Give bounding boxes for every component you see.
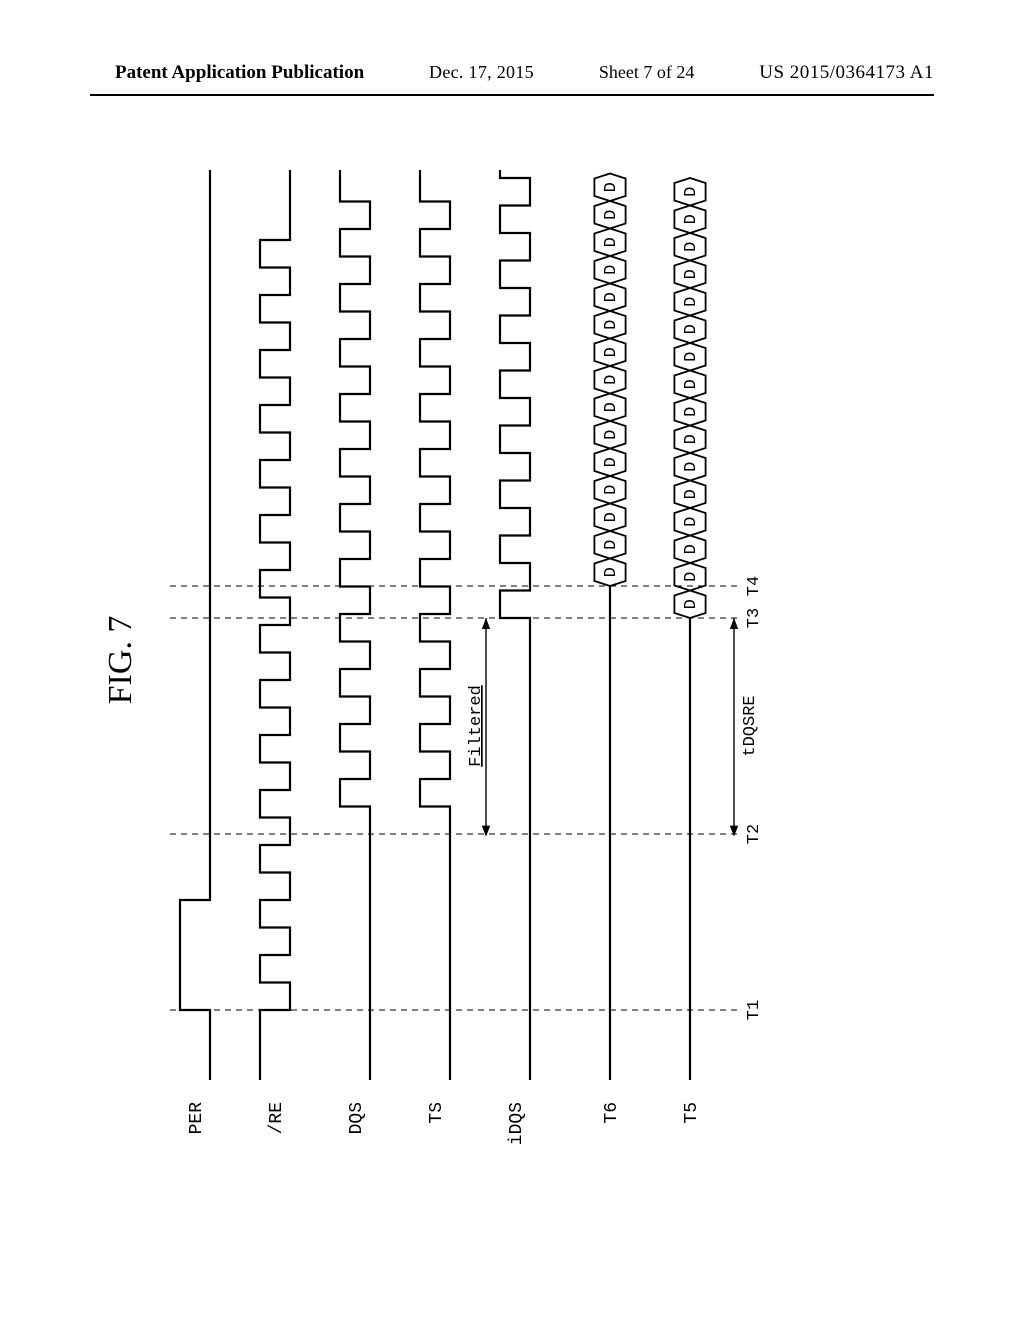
publication-date: Dec. 17, 2015	[429, 62, 534, 84]
svg-text:D: D	[682, 352, 701, 362]
svg-text:D: D	[602, 292, 621, 302]
svg-text:D: D	[682, 214, 701, 224]
svg-text:D: D	[602, 457, 621, 467]
svg-text:D: D	[602, 347, 621, 357]
svg-text:D: D	[602, 210, 621, 220]
svg-text:D: D	[602, 540, 621, 550]
svg-text:D: D	[682, 242, 701, 252]
svg-text:D: D	[682, 572, 701, 582]
svg-text:D: D	[682, 297, 701, 307]
svg-text:T6: T6	[602, 1102, 622, 1124]
svg-text:/RE: /RE	[267, 1102, 287, 1134]
svg-text:D: D	[682, 407, 701, 417]
svg-text:D: D	[682, 599, 701, 609]
svg-text:T3: T3	[745, 608, 764, 628]
publication-label: Patent Application Publication	[115, 62, 364, 84]
svg-text:tDQSRE: tDQSRE	[741, 695, 760, 756]
svg-text:iDQS: iDQS	[507, 1102, 527, 1145]
svg-text:D: D	[682, 324, 701, 334]
svg-text:D: D	[602, 512, 621, 522]
svg-text:D: D	[602, 402, 621, 412]
svg-text:D: D	[682, 434, 701, 444]
svg-text:D: D	[602, 567, 621, 577]
svg-text:Filtered: Filtered	[467, 685, 486, 767]
header-rule	[90, 94, 934, 96]
svg-text:D: D	[682, 269, 701, 279]
figure-title: FIG. 7	[102, 110, 140, 1210]
svg-text:D: D	[602, 430, 621, 440]
svg-text:D: D	[602, 237, 621, 247]
publication-number: US 2015/0364173 A1	[759, 62, 934, 84]
svg-text:D: D	[682, 187, 701, 197]
figure-container: FIG. 7 T1 T2 T3 T4 PER/RE DQS TS iDQS T6 D D D D D D D D…	[102, 110, 922, 1210]
svg-text:D: D	[602, 375, 621, 385]
svg-text:T5: T5	[682, 1102, 702, 1124]
svg-text:D: D	[682, 462, 701, 472]
svg-text:D: D	[682, 489, 701, 499]
svg-text:D: D	[602, 182, 621, 192]
svg-text:D: D	[602, 265, 621, 275]
svg-text:D: D	[602, 485, 621, 495]
svg-text:T4: T4	[745, 576, 764, 596]
page-header: Patent Application Publication Dec. 17, …	[0, 62, 1024, 84]
svg-text:T1: T1	[745, 1000, 764, 1020]
svg-text:T2: T2	[745, 824, 764, 844]
svg-text:TS: TS	[427, 1102, 447, 1124]
svg-text:PER: PER	[187, 1102, 207, 1135]
svg-text:D: D	[602, 320, 621, 330]
svg-text:D: D	[682, 517, 701, 527]
timing-diagram: T1 T2 T3 T4 PER/RE DQS TS iDQS T6 D D D D D D D D D D D D D D D…	[150, 130, 910, 1190]
sheet-number: Sheet 7 of 24	[599, 62, 694, 84]
svg-text:D: D	[682, 544, 701, 554]
svg-text:D: D	[682, 379, 701, 389]
svg-text:DQS: DQS	[347, 1102, 367, 1134]
